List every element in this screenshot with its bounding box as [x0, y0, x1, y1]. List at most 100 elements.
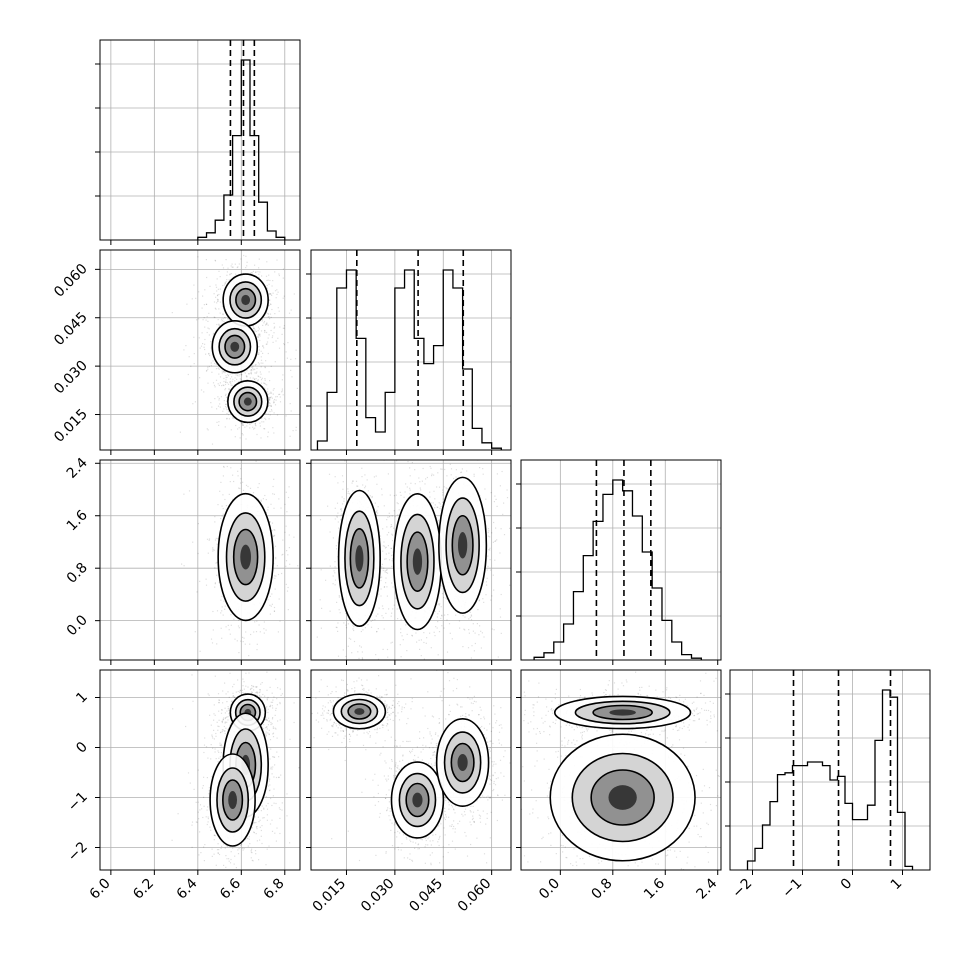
- density-contour: [225, 512, 266, 602]
- y-tick-label: −2: [65, 839, 91, 865]
- panel-frame: [520, 669, 722, 871]
- density-contour: [405, 782, 430, 818]
- panel-frame: [99, 459, 301, 661]
- density-contour: [451, 514, 474, 576]
- density-contour: [218, 327, 252, 366]
- panel-background: [521, 460, 721, 660]
- density-contour: [222, 779, 244, 821]
- y-tick-label: 0.8: [64, 560, 91, 587]
- density-contour: [398, 772, 437, 828]
- density-panel-0-1: [99, 249, 301, 451]
- density-fill: [240, 544, 252, 570]
- density-content: [181, 460, 300, 657]
- x-tick-label: 6.4: [174, 875, 201, 902]
- x-tick-label: 0.8: [589, 876, 616, 903]
- x-tick-label: 1: [888, 876, 906, 894]
- panel-frame: [99, 249, 301, 451]
- density-contour: [438, 476, 488, 614]
- density-fill: [241, 294, 251, 306]
- y-tick-label: 0.045: [51, 309, 91, 349]
- y-tick-label: 1: [73, 689, 91, 707]
- density-contour: [571, 752, 674, 843]
- density-contour: [590, 769, 655, 826]
- y-tick-label: 1.6: [64, 507, 91, 534]
- density-fill: [228, 791, 238, 809]
- density-contour: [337, 489, 381, 628]
- panel-frame: [310, 669, 512, 871]
- density-contour: [574, 700, 671, 725]
- density-contour: [549, 733, 696, 862]
- density-contour: [390, 761, 445, 839]
- density-contour: [344, 510, 375, 607]
- density-contour: [400, 513, 435, 610]
- x-tick-label: 0: [838, 876, 856, 894]
- y-tick-label: 0.015: [51, 406, 91, 446]
- panel-frame: [99, 669, 301, 871]
- density-contour: [235, 287, 257, 313]
- histogram-step-0: [197, 59, 286, 240]
- density-contour: [233, 386, 263, 417]
- x-tick-label: 6.0: [87, 876, 114, 903]
- x-tick-label: 0.060: [455, 876, 495, 916]
- x-tick-label: 1.6: [641, 875, 668, 902]
- histogram-step-2: [533, 479, 702, 660]
- panel-background: [100, 40, 300, 240]
- density-fill: [230, 341, 240, 352]
- density-contour: [229, 281, 263, 319]
- density-contour: [406, 531, 429, 592]
- density-contour: [227, 380, 269, 424]
- x-tick-label: 6.2: [130, 876, 157, 903]
- histogram-panel-2: [516, 459, 722, 661]
- density-contour: [349, 528, 370, 589]
- histogram-panel-3: [725, 669, 931, 871]
- density-panel-2-3: [520, 669, 722, 871]
- x-tick-label: 0.0: [536, 876, 563, 903]
- density-panel-0-3: [99, 669, 301, 871]
- density-fill: [243, 397, 252, 406]
- x-tick-label: 6.8: [261, 876, 288, 903]
- y-tick-label: 0.030: [51, 358, 91, 398]
- x-tick-label: 0.045: [406, 876, 446, 916]
- density-fill: [609, 709, 636, 716]
- density-fill: [355, 545, 364, 572]
- panel-frame: [729, 669, 931, 871]
- density-contour: [232, 528, 259, 586]
- x-tick-label: 6.6: [217, 875, 244, 902]
- density-contour: [340, 698, 379, 725]
- histogram-panel-1: [306, 249, 512, 451]
- y-tick-label: 0.0: [64, 612, 91, 639]
- density-contour: [450, 742, 475, 783]
- density-panel-1-2: [310, 459, 512, 661]
- density-content: [316, 460, 511, 660]
- panel-background: [100, 670, 300, 870]
- density-contour: [445, 497, 480, 594]
- density-content: [171, 671, 300, 870]
- x-tick-label: −1: [779, 876, 805, 902]
- density-contour: [332, 693, 387, 730]
- histogram-panel-0: [95, 39, 301, 241]
- y-tick-label: 0: [73, 739, 91, 757]
- density-contour: [347, 703, 372, 720]
- density-contour: [238, 391, 258, 412]
- density-fill: [412, 792, 423, 808]
- density-contour: [217, 492, 274, 622]
- panel-frame: [310, 459, 512, 661]
- density-contour: [216, 767, 250, 833]
- panel-frame: [520, 459, 722, 661]
- density-content: [311, 670, 511, 870]
- density-fill: [457, 531, 468, 559]
- y-tick-label: −1: [65, 789, 91, 815]
- histogram-step-1: [316, 269, 502, 450]
- density-fill: [457, 753, 468, 772]
- y-tick-label: 2.4: [64, 455, 91, 482]
- density-contour: [592, 704, 653, 721]
- x-tick-label: 0.015: [310, 876, 350, 916]
- density-contour: [553, 695, 692, 730]
- panel-frame: [310, 249, 512, 451]
- panel-background: [100, 250, 300, 450]
- density-contour: [211, 320, 259, 374]
- density-contour: [224, 334, 246, 359]
- panel-background: [311, 250, 511, 450]
- density-panel-1-3: [310, 669, 512, 871]
